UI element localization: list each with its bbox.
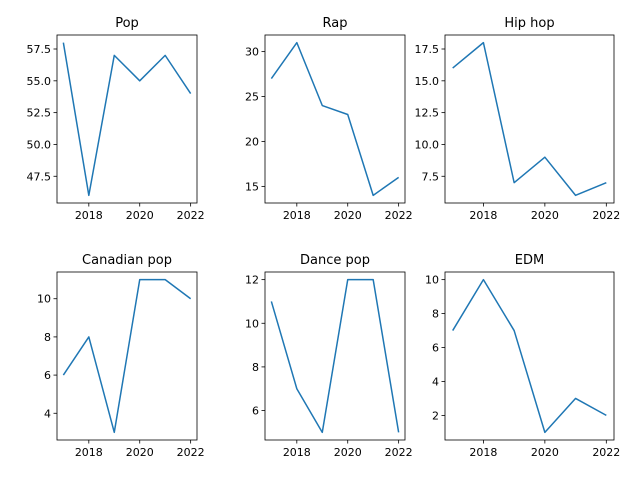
y-tick-label: 10	[425, 274, 439, 287]
series-line	[452, 278, 607, 434]
series-line	[62, 278, 192, 434]
y-tick-label: 12.5	[415, 107, 440, 120]
y-tick-label: 6	[252, 405, 259, 418]
y-tick-label: 6	[432, 342, 439, 355]
y-tick-label: 10.0	[415, 138, 440, 151]
y-tick-label: 57.5	[27, 43, 52, 56]
axes-frame	[56, 271, 198, 441]
series-line	[270, 41, 400, 197]
x-tick-label: 2022	[177, 209, 205, 222]
axes-frame	[264, 271, 406, 441]
y-tick-label: 10	[37, 293, 51, 306]
x-tick-label: 2022	[592, 446, 620, 459]
x-tick-label: 2022	[177, 446, 205, 459]
series-line	[270, 278, 400, 434]
y-tick-label: 15	[245, 180, 259, 193]
x-tick-label: 2022	[385, 209, 413, 222]
x-tick-label: 2018	[75, 446, 103, 459]
x-tick-label: 2022	[592, 209, 620, 222]
y-tick-label: 8	[252, 361, 259, 374]
y-tick-label: 7.5	[422, 170, 440, 183]
subplot-1: 2018 2020 2022 47.5 50.0 52.5 55.0 57.5 Pop	[27, 16, 205, 222]
x-tick-label: 2020	[334, 446, 362, 459]
y-tick-label: 8	[432, 308, 439, 321]
series-line	[452, 41, 607, 197]
y-tick-label: 20	[245, 135, 259, 148]
y-tick-label: 52.5	[27, 107, 52, 120]
y-tick-label: 6	[44, 369, 51, 382]
x-tick-label: 2020	[531, 446, 559, 459]
x-tick-label: 2020	[334, 209, 362, 222]
x-tick-label: 2018	[283, 209, 311, 222]
subplot-title: Pop	[115, 16, 139, 31]
y-tick-label: 55.0	[27, 75, 52, 88]
x-tick-label: 2020	[126, 446, 154, 459]
y-tick-label: 47.5	[27, 170, 52, 183]
y-tick-label: 17.5	[415, 43, 440, 56]
x-tick-label: 2018	[283, 446, 311, 459]
subplot-2: 2018 2020 2022 15 20 25 30 Rap	[245, 16, 413, 222]
series-line	[62, 42, 192, 197]
y-tick-label: 10	[245, 317, 259, 330]
y-tick-label: 8	[44, 331, 51, 344]
y-tick-label: 30	[245, 46, 259, 59]
y-tick-label: 50.0	[27, 138, 52, 151]
subplot-title: Rap	[323, 16, 348, 31]
subplot-title: Dance pop	[300, 253, 370, 268]
axes-frame	[444, 34, 615, 204]
x-tick-label: 2018	[75, 209, 103, 222]
x-tick-label: 2018	[469, 446, 497, 459]
subplot-title: EDM	[515, 253, 544, 268]
y-tick-label: 2	[432, 409, 439, 422]
y-tick-label: 25	[245, 91, 259, 104]
subplot-6: 2018 2020 2022 2 4 6 8 10 EDM	[425, 253, 620, 459]
y-tick-label: 4	[432, 375, 439, 388]
x-tick-label: 2022	[385, 446, 413, 459]
y-tick-label: 4	[44, 407, 51, 420]
axes-frame	[56, 34, 198, 204]
subplot-4: 2018 2020 2022 4 6 8 10 Canadian pop	[37, 253, 205, 459]
y-tick-label: 15.0	[415, 75, 440, 88]
axes-frame	[444, 271, 615, 441]
subplot-3: 2018 2020 2022 7.5 10.0 12.5 15.0 17.5 Hip hop	[415, 16, 621, 222]
axes-frame	[264, 34, 406, 204]
x-tick-label: 2018	[469, 209, 497, 222]
x-tick-label: 2020	[531, 209, 559, 222]
subplot-title: Hip hop	[504, 16, 554, 31]
subplot-title: Canadian pop	[82, 253, 172, 268]
subplot-5: 2018 2020 2022 6 8 10 12 Dance pop	[245, 253, 413, 459]
y-tick-label: 12	[245, 274, 259, 287]
x-tick-label: 2020	[126, 209, 154, 222]
